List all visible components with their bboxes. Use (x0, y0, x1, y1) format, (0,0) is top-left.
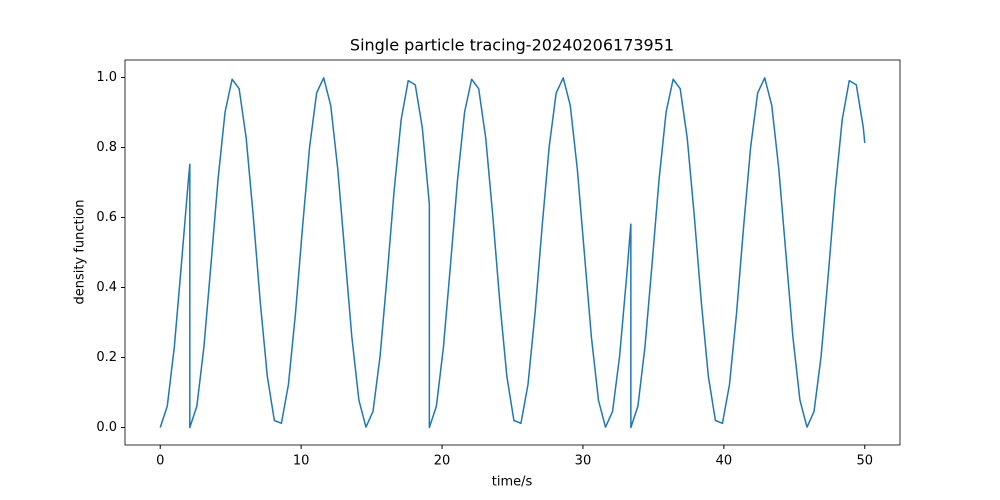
x-tick-label: 40 (716, 454, 733, 469)
y-tick-label: 1.0 (96, 70, 117, 85)
data-line (159, 77, 866, 429)
x-tick-label: 10 (293, 454, 310, 469)
plot-frame (124, 59, 901, 446)
x-tick-label: 20 (434, 454, 451, 469)
y-tick-label: 0.2 (96, 350, 117, 365)
x-tick-label: 0 (156, 454, 164, 469)
y-tick-label: 0.6 (96, 210, 117, 225)
x-axis-label: time/s (492, 475, 533, 490)
x-tick-label: 30 (575, 454, 592, 469)
y-tick-label: 0.8 (96, 140, 117, 155)
x-tick-label: 50 (856, 454, 873, 469)
chart-title: Single particle tracing-20240206173951 (350, 36, 674, 55)
y-axis-label: density function (73, 200, 88, 305)
y-tick-label: 0.4 (96, 280, 117, 295)
y-tick-label: 0.0 (96, 420, 117, 435)
